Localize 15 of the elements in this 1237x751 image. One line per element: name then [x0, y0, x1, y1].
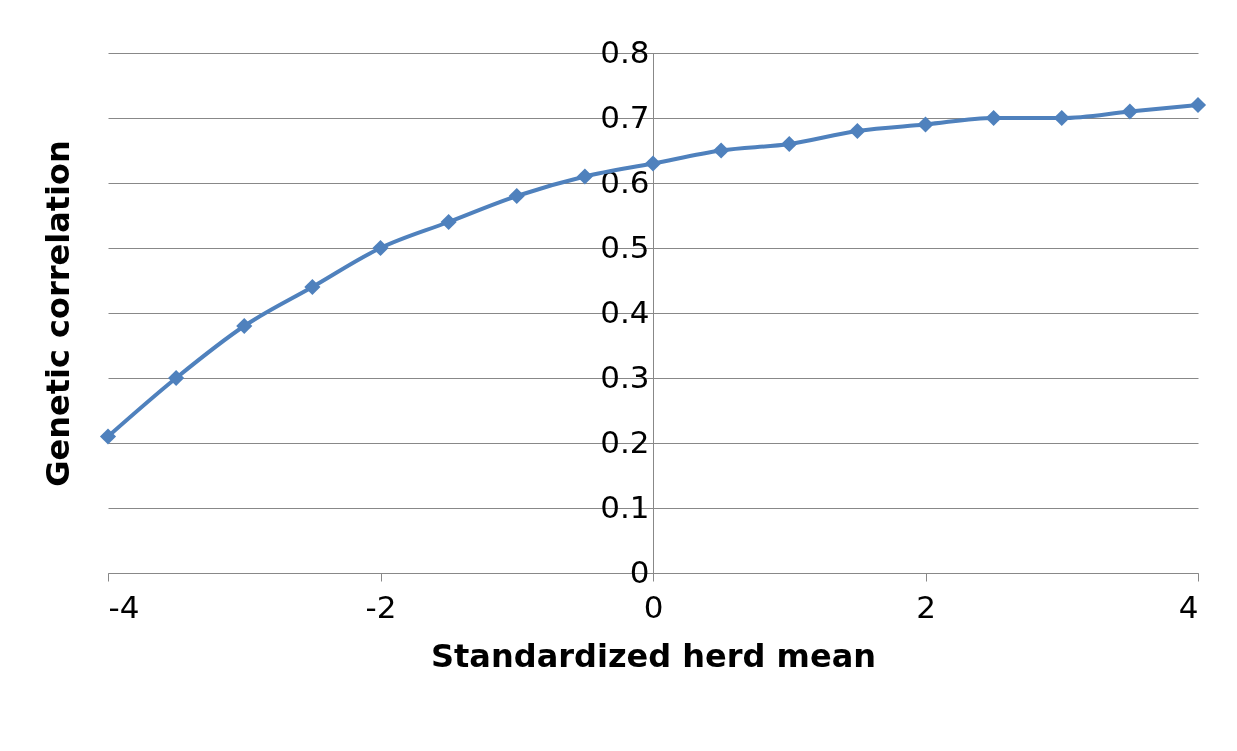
y-tick-label: 0.4 — [600, 293, 650, 330]
x-tick-label: -4 — [108, 588, 140, 625]
y-tick-label: 0.1 — [600, 488, 650, 525]
y-tick-label: 0.2 — [600, 423, 650, 460]
y-tick-label: 0.5 — [600, 228, 650, 265]
x-tick-label: 4 — [1178, 588, 1199, 625]
x-tick-label: 2 — [916, 588, 936, 625]
y-tick-label: 0.8 — [600, 33, 650, 70]
x-tick-label: -2 — [365, 588, 397, 625]
y-tick-label: 0 — [629, 553, 650, 590]
y-tick-label: 0.6 — [600, 163, 650, 200]
y-axis-title: Genetic correlation — [38, 140, 77, 487]
x-axis-title: Standardized herd mean — [431, 636, 876, 675]
y-tick-label: 0.7 — [600, 98, 650, 135]
y-tick-label: 0.3 — [600, 358, 650, 395]
